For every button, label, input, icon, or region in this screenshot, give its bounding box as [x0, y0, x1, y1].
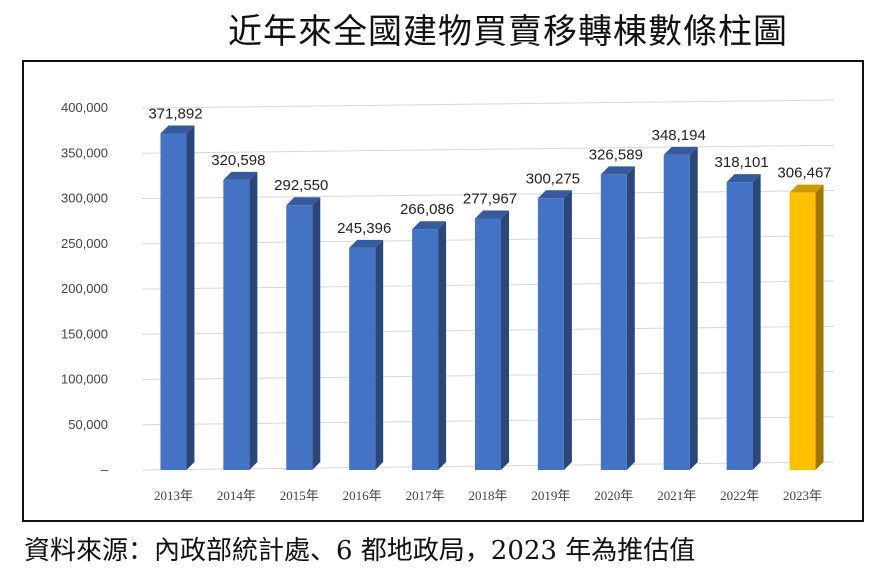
x-tick-label: 2018年 [468, 488, 507, 503]
y-tick-label: 250,000 [61, 236, 108, 251]
bar-top [537, 190, 572, 199]
y-tick-label: 350,000 [61, 145, 108, 160]
bar-2015年 [286, 205, 313, 470]
bar-2021年 [663, 154, 690, 470]
data-label: 371,892 [148, 105, 202, 122]
x-tick-label: 2022年 [720, 488, 759, 503]
chart-frame: – 50,000 100,000 150,000 200,000 250,000 300,0… [22, 60, 864, 522]
x-tick-label: 2017年 [406, 488, 445, 503]
bar-top [726, 174, 761, 183]
y-tick-label: 150,000 [61, 326, 108, 341]
bar-2019年 [537, 198, 564, 470]
bar-2020年 [600, 174, 627, 470]
bar-2018年 [475, 218, 501, 470]
y-tick-label: 400,000 [61, 100, 108, 115]
gridline [141, 99, 835, 109]
data-label: 320,598 [211, 152, 265, 169]
data-label: 300,275 [526, 170, 580, 187]
data-label: 326,589 [589, 146, 643, 163]
bar-side [563, 190, 572, 470]
data-label: 318,101 [715, 154, 769, 171]
data-label: 266,086 [400, 201, 454, 218]
bar-top [160, 125, 195, 134]
bar-side [501, 210, 509, 470]
bar-top [223, 171, 258, 180]
x-tick-label: 2020年 [594, 488, 633, 503]
y-tick-label: 100,000 [61, 372, 108, 387]
data-label: 245,396 [337, 220, 391, 237]
bar-2023年 [789, 192, 816, 470]
bar-side [375, 239, 384, 470]
bar-top [349, 239, 384, 248]
bar-side [312, 197, 321, 470]
y-tick-label: 50,000 [68, 417, 108, 432]
bar-chart: – 50,000 100,000 150,000 200,000 250,000 300,0… [61, 99, 835, 503]
bar-top [286, 197, 321, 206]
bar-top [663, 146, 698, 155]
bar-top [600, 166, 635, 175]
x-tick-label: 2014年 [217, 488, 256, 503]
bar-2014年 [223, 179, 250, 470]
source-note: 資料來源：內政部統計處、6 都地政局，2023 年為推估值 [24, 536, 696, 566]
bar-side [689, 146, 698, 470]
bar-2016年 [349, 247, 376, 470]
x-tick-label: 2021年 [657, 488, 696, 503]
data-label: 292,550 [274, 177, 328, 194]
chart-title: 近年來全國建物買賣移轉棟數條柱圖 [228, 12, 788, 52]
bar-side [626, 166, 635, 470]
bar-top [412, 221, 447, 230]
gridline [141, 144, 835, 154]
y-tick-label: – [101, 462, 109, 477]
x-tick-label: 2019年 [531, 488, 570, 503]
bar-side [438, 221, 447, 470]
x-tick-label: 2023年 [783, 488, 822, 503]
bar-2017年 [412, 229, 439, 470]
x-tick-label: 2015年 [280, 488, 319, 503]
bar-side [186, 125, 195, 470]
bar-side [249, 171, 258, 470]
data-label: 306,467 [777, 165, 831, 182]
bar-side [815, 184, 824, 470]
y-tick-label: 300,000 [61, 191, 108, 206]
data-label: 277,967 [463, 190, 517, 207]
x-tick-label: 2013年 [154, 488, 193, 503]
y-tick-label: 200,000 [61, 281, 108, 296]
x-tick-label: 2016年 [343, 488, 382, 503]
bar-top [789, 184, 824, 193]
bar-2013年 [160, 133, 187, 470]
data-label: 348,194 [652, 127, 706, 144]
bar-top [475, 210, 509, 219]
bar-side [752, 174, 761, 470]
bar-2022年 [726, 182, 753, 470]
